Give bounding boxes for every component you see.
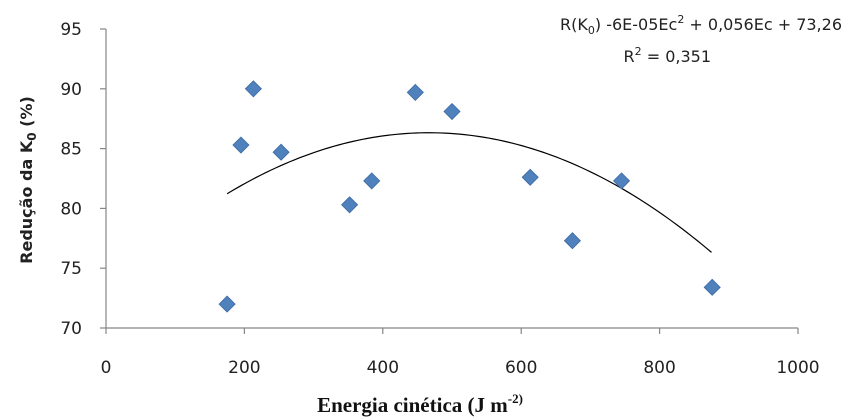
tick-marks bbox=[100, 28, 799, 334]
r-squared-label: R2 = 0,351 bbox=[623, 45, 711, 66]
data-point bbox=[363, 172, 381, 190]
x-tick-label: 1000 bbox=[776, 358, 819, 378]
y-tick-label: 70 bbox=[60, 319, 82, 339]
x-axis-label: Energia cinética (J m-2) bbox=[317, 391, 523, 417]
data-points bbox=[218, 80, 721, 313]
y-tick-label: 90 bbox=[60, 80, 82, 100]
y-axis-label: Redução da K0 (%) bbox=[17, 96, 39, 264]
data-point bbox=[443, 102, 461, 121]
x-tick-label: 600 bbox=[505, 358, 537, 378]
axes bbox=[105, 29, 798, 329]
data-point bbox=[612, 172, 631, 190]
data-point bbox=[232, 136, 250, 154]
x-tick-label: 200 bbox=[228, 358, 260, 378]
data-point bbox=[406, 83, 424, 101]
data-point bbox=[341, 196, 359, 214]
data-point bbox=[218, 295, 236, 313]
y-tick-label: 85 bbox=[60, 140, 82, 160]
trendline bbox=[226, 132, 712, 253]
tick-labels: 70 75 80 85 90 95 0 200 400 600 800 1000 bbox=[60, 20, 819, 378]
y-tick-label: 80 bbox=[60, 199, 82, 219]
trend-equation: R(K0) -6E-05Ec2 + 0,056Ec + 73,26 bbox=[560, 13, 842, 37]
x-tick-label: 400 bbox=[367, 358, 399, 378]
data-point bbox=[244, 80, 262, 98]
data-point bbox=[563, 232, 581, 250]
data-point bbox=[703, 278, 721, 296]
x-tick-label: 0 bbox=[101, 358, 112, 378]
x-tick-label: 800 bbox=[643, 358, 675, 378]
y-tick-label: 95 bbox=[60, 20, 82, 40]
y-tick-label: 75 bbox=[60, 259, 82, 279]
data-point bbox=[521, 168, 539, 186]
data-point bbox=[272, 143, 290, 161]
